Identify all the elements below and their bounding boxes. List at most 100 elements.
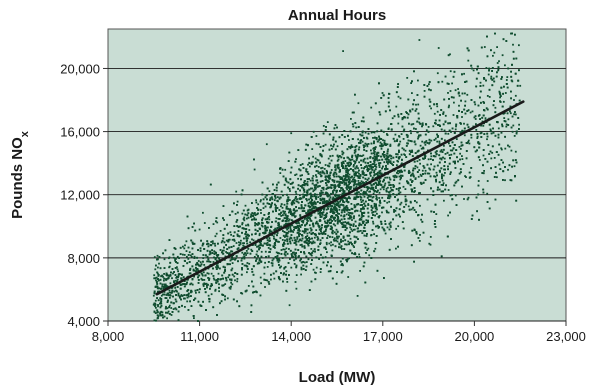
data-point (378, 226, 380, 228)
data-point (449, 122, 451, 124)
data-point (286, 281, 288, 283)
data-point (371, 132, 373, 134)
data-point (169, 290, 171, 292)
data-point (507, 87, 509, 89)
data-point (163, 280, 165, 282)
data-point (208, 279, 210, 281)
data-point (370, 195, 372, 197)
data-point (169, 313, 171, 315)
data-point (379, 111, 381, 113)
data-point (412, 123, 414, 125)
data-point (336, 176, 338, 178)
data-point (222, 234, 224, 236)
data-point (418, 214, 420, 216)
data-point (260, 212, 262, 214)
data-point (479, 159, 481, 161)
data-point (492, 145, 494, 147)
data-point (193, 317, 195, 319)
data-point (347, 148, 349, 150)
data-point (198, 275, 200, 277)
data-point (180, 247, 182, 249)
data-point (268, 255, 270, 257)
data-point (370, 107, 372, 109)
data-point (474, 104, 476, 106)
data-point (254, 219, 256, 221)
data-point (305, 144, 307, 146)
data-point (350, 215, 352, 217)
data-point (282, 194, 284, 196)
data-point (330, 184, 332, 186)
data-point (404, 154, 406, 156)
data-point (202, 212, 204, 214)
data-point (157, 312, 159, 314)
data-point (300, 169, 302, 171)
data-point (325, 126, 327, 128)
data-point (390, 162, 392, 164)
data-point (398, 96, 400, 98)
data-point (268, 261, 270, 263)
data-point (360, 199, 362, 201)
data-point (333, 137, 335, 139)
data-point (467, 124, 469, 126)
data-point (283, 248, 285, 250)
data-point (316, 176, 318, 178)
data-point (468, 197, 470, 199)
data-point (314, 278, 316, 280)
data-point (503, 117, 505, 119)
data-point (333, 212, 335, 214)
data-point (473, 70, 475, 72)
data-point (397, 123, 399, 125)
data-point (182, 246, 184, 248)
data-point (373, 131, 375, 133)
data-point (296, 198, 298, 200)
data-point (253, 159, 255, 161)
data-point (340, 215, 342, 217)
data-point (255, 291, 257, 293)
data-point (456, 138, 458, 140)
data-point (486, 193, 488, 195)
data-point (366, 243, 368, 245)
data-point (281, 191, 283, 193)
data-point (508, 118, 510, 120)
data-point (322, 180, 324, 182)
data-point (447, 92, 449, 94)
data-point (355, 221, 357, 223)
data-point (169, 292, 171, 294)
data-point (273, 258, 275, 260)
data-point (233, 299, 235, 301)
data-point (190, 295, 192, 297)
data-point (199, 288, 201, 290)
data-point (344, 211, 346, 213)
data-point (222, 238, 224, 240)
data-point (436, 103, 438, 105)
data-point (253, 291, 255, 293)
data-point (237, 201, 239, 203)
data-point (243, 210, 245, 212)
data-point (314, 166, 316, 168)
data-point (256, 254, 258, 256)
data-point (212, 243, 214, 245)
data-point (408, 123, 410, 125)
data-point (375, 195, 377, 197)
data-point (257, 213, 259, 215)
data-point (178, 257, 180, 259)
data-point (191, 305, 193, 307)
data-point (304, 218, 306, 220)
data-point (507, 169, 509, 171)
data-point (425, 123, 427, 125)
data-point (439, 120, 441, 122)
data-point (371, 153, 373, 155)
data-point (513, 99, 515, 101)
data-point (463, 198, 465, 200)
data-point (274, 278, 276, 280)
data-point (490, 158, 492, 160)
data-point (173, 308, 175, 310)
data-point (372, 221, 374, 223)
data-point (455, 89, 457, 91)
data-point (285, 274, 287, 276)
data-point (334, 231, 336, 233)
data-point (427, 142, 429, 144)
data-point (394, 115, 396, 117)
data-point (464, 81, 466, 83)
data-point (455, 126, 457, 128)
